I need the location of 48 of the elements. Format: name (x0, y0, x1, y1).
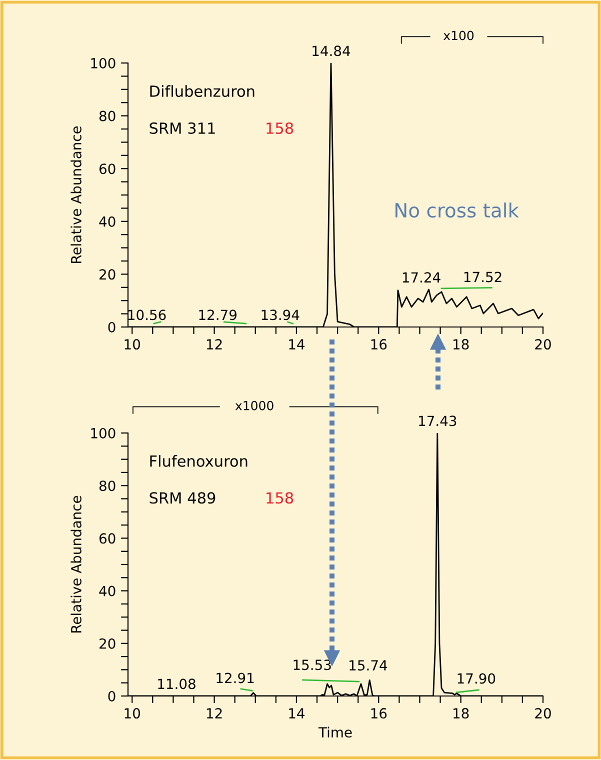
y-tick-label: 100 (91, 58, 116, 68)
annotation: SRM 311 (150, 122, 215, 134)
y-tick-label: 80 (99, 480, 116, 492)
annotation: 12.79 (199, 310, 236, 320)
x-tick-label: 12 (206, 339, 222, 350)
annotation: Flufenoxuron (150, 455, 248, 467)
y-tick-label: 0 (108, 322, 116, 332)
x-tick-label: 14 (289, 708, 305, 718)
annotation: 15.53 (294, 660, 331, 670)
x-tick-label: 14 (289, 339, 305, 350)
annotation: 11.08 (158, 678, 196, 690)
y-tick-label: 100 (91, 428, 116, 438)
annotation: Diflubenzuron (150, 85, 254, 97)
y-tick-label: 80 (99, 110, 116, 122)
x-tick-label: 18 (454, 708, 469, 719)
annotation: 17.24 (402, 272, 440, 282)
text: x100 (443, 30, 474, 40)
x-tick-label: 10 (124, 708, 140, 719)
y-tick-label: 40 (99, 216, 116, 227)
text: x1000 (235, 400, 274, 410)
x-axis-title: Time (318, 726, 352, 738)
annotation: 13.94 (262, 310, 300, 320)
x-tick-label: 20 (535, 708, 551, 719)
annotation: 158 (266, 122, 294, 134)
annotation: 15.74 (350, 660, 388, 671)
y-tick-label: 20 (100, 269, 116, 280)
annotation: 12.91 (216, 672, 254, 684)
y-axis-title: Relative Abundance (70, 496, 82, 632)
y-tick-label: 20 (100, 638, 116, 649)
y-tick-label: 0 (108, 690, 116, 702)
annotation: 158 (266, 492, 294, 504)
x-tick-label: 16 (371, 339, 387, 350)
x-tick-label: 16 (371, 708, 387, 719)
annotation: 17.52 (464, 272, 502, 282)
annotation: 17.90 (458, 673, 496, 684)
annotation: 14.84 (312, 46, 350, 56)
x-tick-label: 12 (206, 708, 222, 718)
y-axis-title: Relative Abundance (70, 126, 82, 263)
annotation: No cross talk (396, 202, 519, 218)
x-tick-label: 18 (454, 339, 469, 350)
x-tick-label: 10 (124, 339, 140, 350)
annotation: 17.43 (419, 416, 456, 426)
annotation: 10.56 (128, 310, 166, 320)
y-tick-label: 40 (99, 586, 116, 596)
annotation: SRM 489 (150, 492, 216, 504)
y-tick-label: 60 (99, 164, 116, 174)
y-tick-label: 60 (99, 533, 116, 544)
x-tick-label: 20 (535, 339, 551, 350)
